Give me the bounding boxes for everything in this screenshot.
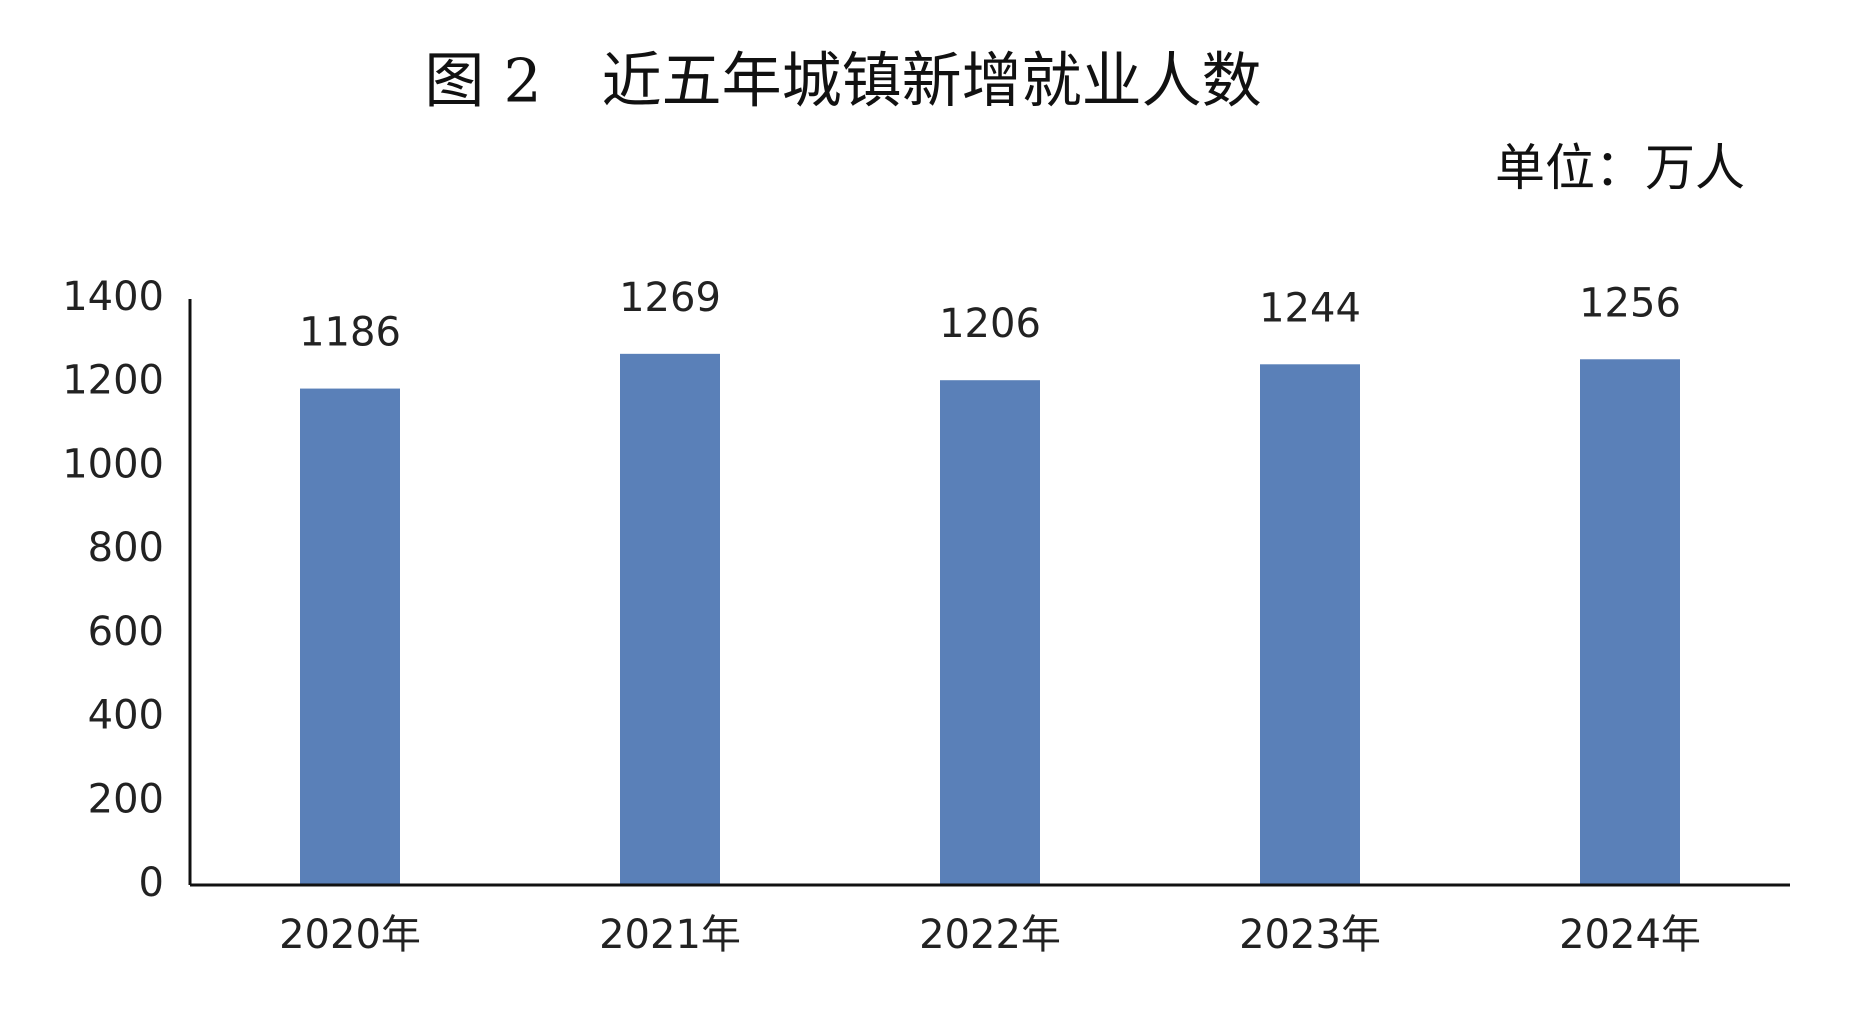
- bar: [620, 353, 720, 885]
- y-tick-label: 600: [88, 609, 164, 655]
- y-tick-label: 200: [88, 776, 164, 822]
- x-tick-label: 2024年: [1559, 912, 1701, 958]
- y-tick-label: 1400: [62, 274, 164, 320]
- bar: [300, 388, 400, 885]
- y-tick-label: 1000: [62, 441, 164, 487]
- x-tick-label: 2023年: [1239, 912, 1381, 958]
- bar: [1580, 359, 1680, 885]
- y-tick-label: 400: [88, 693, 164, 739]
- y-tick-label: 1200: [62, 358, 164, 404]
- x-tick-label: 2021年: [599, 912, 741, 958]
- chart-title: 图 2 近五年城镇新增就业人数: [424, 47, 1261, 117]
- y-tick-label: 800: [88, 525, 164, 571]
- unit-label: 单位：万人: [1495, 139, 1745, 197]
- x-tick-label: 2022年: [919, 912, 1061, 958]
- value-label: 1186: [299, 310, 401, 356]
- bar: [1260, 364, 1360, 886]
- value-label: 1256: [1579, 280, 1681, 326]
- y-tick-label: 0: [139, 860, 164, 906]
- value-label: 1244: [1259, 285, 1361, 331]
- x-tick-label: 2020年: [279, 912, 421, 958]
- value-label: 1269: [619, 275, 721, 321]
- bar: [940, 380, 1040, 885]
- value-label: 1206: [939, 301, 1041, 347]
